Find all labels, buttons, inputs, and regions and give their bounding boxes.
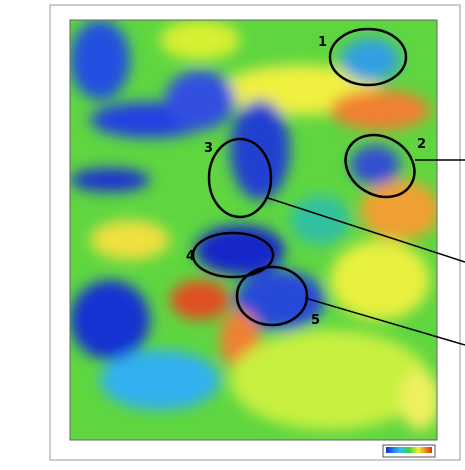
- legend-bar: [386, 447, 432, 453]
- annotation-label: 4: [186, 249, 195, 264]
- map-figure: 1 2 3 4 5: [0, 0, 465, 470]
- annotation-label: 2: [417, 137, 426, 152]
- annotation-label: 3: [204, 141, 213, 156]
- annotation-label: 5: [311, 313, 320, 328]
- annotation-label: 1: [318, 35, 327, 50]
- legend: [383, 445, 435, 457]
